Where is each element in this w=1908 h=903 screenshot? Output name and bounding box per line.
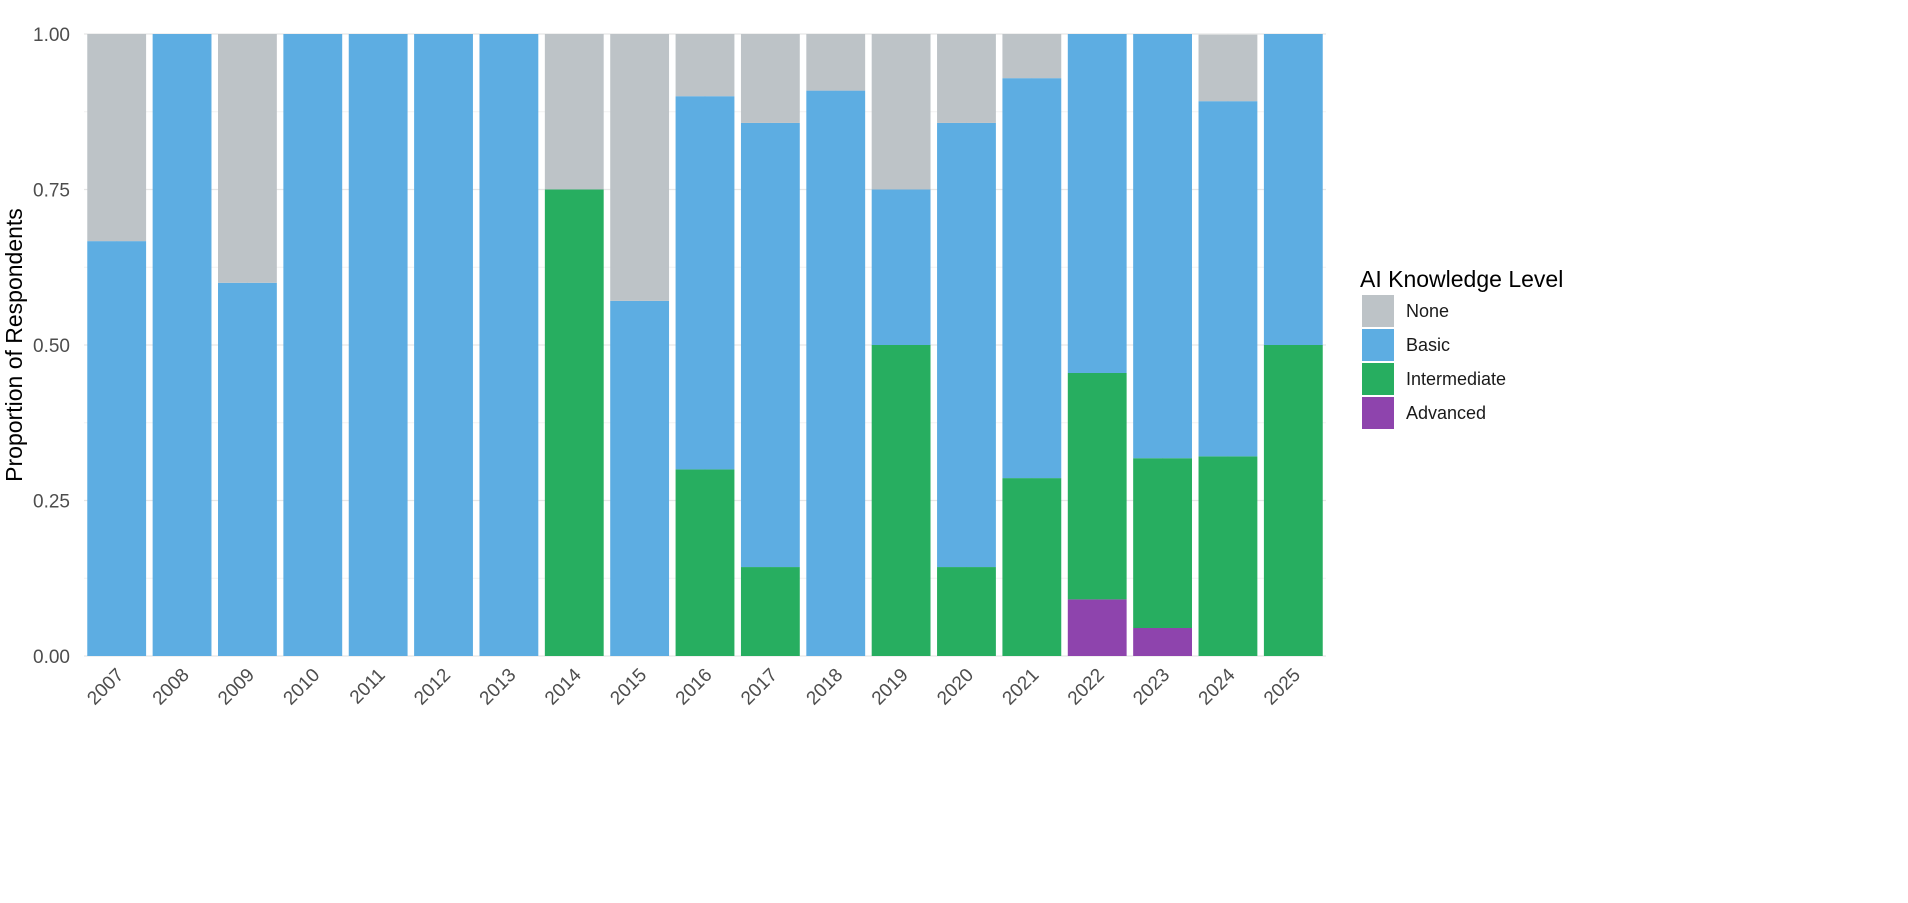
bar-basic-2020 <box>937 122 996 568</box>
bar-basic-2011 <box>348 34 408 656</box>
legend: AI Knowledge Level None Basic Intermediate… <box>1360 266 1563 429</box>
y-tick-label: 0.25 <box>33 492 70 513</box>
bar-none-2024 <box>1198 34 1258 102</box>
bar-basic-2015 <box>610 300 670 656</box>
x-tick-label: 2018 <box>803 665 848 710</box>
bar-none-2016 <box>675 34 735 97</box>
bar-intermediate-2022 <box>1067 372 1127 600</box>
bar-intermediate-2023 <box>1133 458 1192 629</box>
bar-intermediate-2019 <box>871 345 931 656</box>
bar-none-2021 <box>1002 34 1062 79</box>
y-axis-title: Proportion of Respondents <box>1 208 27 482</box>
legend-key-none <box>1362 295 1394 327</box>
y-axis-ticks: 0.00 0.25 0.50 0.75 1.00 <box>33 25 70 668</box>
x-tick-label: 2012 <box>410 665 455 710</box>
bar-intermediate-2025 <box>1263 345 1323 656</box>
legend-title: AI Knowledge Level <box>1360 266 1563 292</box>
bar-intermediate-2021 <box>1002 478 1062 656</box>
bar-advanced-2022 <box>1067 599 1127 656</box>
bar-none-2009 <box>218 34 277 283</box>
x-tick-label: 2023 <box>1129 665 1174 710</box>
bar-basic-2018 <box>806 90 866 657</box>
bar-basic-2013 <box>479 34 539 656</box>
x-tick-label: 2010 <box>280 665 325 710</box>
legend-label-intermediate: Intermediate <box>1406 369 1506 389</box>
x-tick-label: 2022 <box>1064 665 1109 710</box>
bar-intermediate-2017 <box>740 567 800 656</box>
y-tick-label: 0.50 <box>33 336 70 357</box>
x-tick-label: 2019 <box>868 665 913 710</box>
legend-key-basic <box>1362 329 1394 361</box>
bar-basic-2022 <box>1067 34 1127 373</box>
bar-intermediate-2016 <box>675 469 735 656</box>
bar-intermediate-2024 <box>1198 456 1258 656</box>
x-axis-ticks: 2007 2008 2009 2010 2011 2012 2013 2014 2015 2016… <box>83 664 1304 709</box>
bar-basic-2024 <box>1198 101 1258 457</box>
y-tick-label: 1.00 <box>33 25 70 46</box>
bars-group <box>87 34 1323 657</box>
x-tick-label: 2013 <box>476 665 521 710</box>
x-tick-label: 2015 <box>606 665 651 710</box>
y-tick-label: 0.00 <box>33 647 70 668</box>
x-tick-label: 2025 <box>1260 665 1305 710</box>
x-tick-label: 2008 <box>149 665 194 710</box>
bar-none-2018 <box>806 34 866 91</box>
legend-label-advanced: Advanced <box>1406 403 1486 423</box>
bar-basic-2012 <box>414 34 473 656</box>
legend-label-basic: Basic <box>1406 335 1450 355</box>
y-tick-label: 0.75 <box>33 181 70 202</box>
bar-basic-2010 <box>283 34 343 656</box>
x-tick-label: 2024 <box>1195 664 1240 709</box>
bar-none-2015 <box>610 34 670 301</box>
bar-intermediate-2014 <box>544 189 604 656</box>
x-tick-label: 2011 <box>346 665 390 709</box>
bar-basic-2009 <box>218 282 277 656</box>
legend-label-none: None <box>1406 301 1449 321</box>
bar-none-2007 <box>87 34 147 242</box>
bar-advanced-2023 <box>1133 628 1192 656</box>
x-tick-label: 2017 <box>737 665 782 710</box>
legend-key-intermediate <box>1362 363 1394 395</box>
bar-none-2019 <box>871 34 931 190</box>
bar-basic-2007 <box>87 241 147 656</box>
bar-basic-2008 <box>152 34 212 656</box>
bar-basic-2016 <box>675 96 735 470</box>
bar-intermediate-2020 <box>937 567 996 656</box>
bar-none-2014 <box>544 34 604 190</box>
bar-none-2020 <box>937 34 996 123</box>
x-tick-label: 2009 <box>214 665 259 710</box>
x-tick-label: 2007 <box>83 665 128 710</box>
legend-key-advanced <box>1362 397 1394 429</box>
bar-basic-2025 <box>1263 34 1323 345</box>
bar-basic-2023 <box>1133 34 1192 459</box>
bar-basic-2019 <box>871 189 931 345</box>
x-tick-label: 2021 <box>999 665 1044 710</box>
x-tick-label: 2014 <box>541 664 586 709</box>
x-tick-label: 2016 <box>672 665 717 710</box>
bar-basic-2017 <box>740 122 800 568</box>
bar-basic-2021 <box>1002 78 1062 479</box>
x-tick-label: 2020 <box>933 665 978 710</box>
bar-none-2017 <box>740 34 800 123</box>
